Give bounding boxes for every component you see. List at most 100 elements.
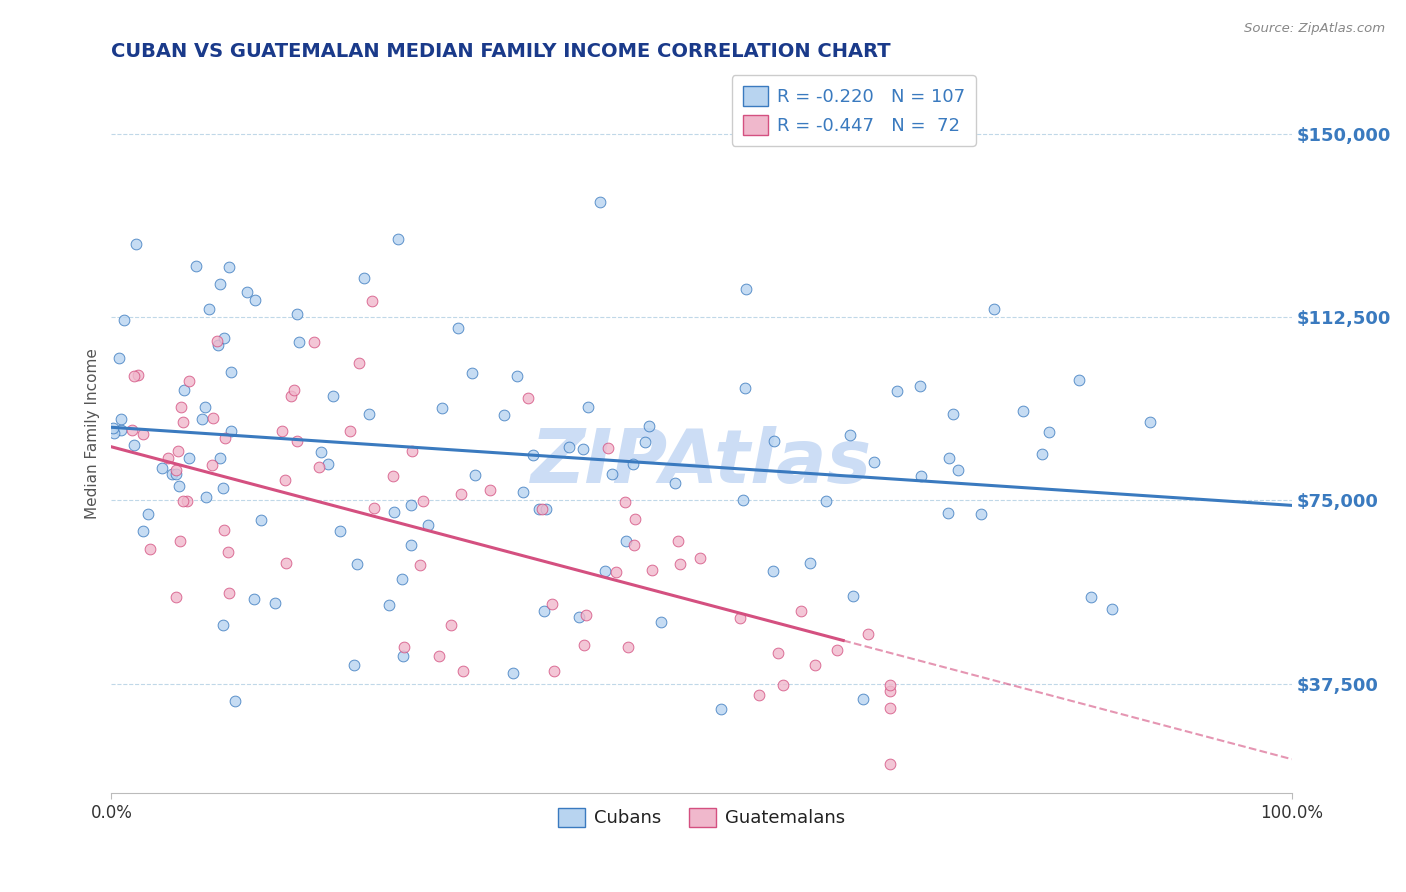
- Point: [122, 369, 145, 384]
- Point: [852, 692, 875, 706]
- Point: [734, 283, 756, 297]
- Point: [172, 416, 194, 430]
- Point: [790, 604, 813, 618]
- Point: [190, 412, 212, 426]
- Point: [132, 524, 155, 539]
- Point: [1038, 425, 1060, 439]
- Point: [803, 657, 825, 672]
- Point: [879, 756, 901, 771]
- Point: [747, 688, 769, 702]
- Point: [558, 440, 581, 454]
- Point: [308, 460, 330, 475]
- Point: [578, 400, 600, 414]
- Point: [506, 369, 529, 384]
- Point: [124, 438, 146, 452]
- Point: [401, 498, 423, 512]
- Point: [762, 564, 785, 578]
- Point: [211, 481, 233, 495]
- Point: [772, 678, 794, 692]
- Text: CUBAN VS GUATEMALAN MEDIAN FAMILY INCOME CORRELATION CHART: CUBAN VS GUATEMALAN MEDIAN FAMILY INCOME…: [111, 42, 891, 61]
- Point: [343, 658, 366, 673]
- Point: [235, 285, 257, 300]
- Point: [280, 389, 302, 403]
- Point: [359, 407, 381, 421]
- Point: [309, 445, 332, 459]
- Point: [440, 617, 463, 632]
- Point: [815, 493, 838, 508]
- Point: [212, 331, 235, 345]
- Point: [638, 418, 661, 433]
- Point: [214, 523, 236, 537]
- Point: [478, 483, 501, 497]
- Point: [799, 556, 821, 570]
- Point: [825, 643, 848, 657]
- Point: [136, 508, 159, 522]
- Point: [167, 479, 190, 493]
- Point: [162, 467, 184, 481]
- Point: [574, 638, 596, 652]
- Point: [112, 313, 135, 327]
- Point: [132, 427, 155, 442]
- Point: [218, 260, 240, 274]
- Point: [347, 356, 370, 370]
- Point: [842, 589, 865, 603]
- Point: [194, 490, 217, 504]
- Point: [381, 469, 404, 483]
- Point: [218, 586, 240, 600]
- Point: [614, 495, 637, 509]
- Point: [361, 293, 384, 308]
- Point: [633, 434, 655, 449]
- Point: [1101, 601, 1123, 615]
- Point: [669, 557, 692, 571]
- Point: [285, 307, 308, 321]
- Point: [1012, 404, 1035, 418]
- Point: [879, 678, 901, 692]
- Point: [427, 649, 450, 664]
- Point: [224, 694, 246, 708]
- Point: [664, 475, 686, 490]
- Point: [533, 604, 555, 618]
- Point: [169, 534, 191, 549]
- Point: [401, 444, 423, 458]
- Point: [886, 384, 908, 398]
- Point: [211, 618, 233, 632]
- Point: [908, 379, 931, 393]
- Point: [165, 467, 187, 482]
- Point: [382, 505, 405, 519]
- Point: [207, 338, 229, 352]
- Point: [316, 457, 339, 471]
- Point: [762, 434, 785, 448]
- Point: [464, 468, 486, 483]
- Point: [346, 557, 368, 571]
- Point: [172, 494, 194, 508]
- Point: [502, 665, 524, 680]
- Point: [214, 431, 236, 445]
- Point: [353, 270, 375, 285]
- Point: [863, 455, 886, 469]
- Point: [432, 401, 454, 415]
- Point: [173, 383, 195, 397]
- Point: [541, 597, 564, 611]
- Point: [543, 664, 565, 678]
- Point: [512, 484, 534, 499]
- Point: [461, 366, 484, 380]
- Point: [304, 335, 326, 350]
- Legend: Cubans, Guatemalans: Cubans, Guatemalans: [551, 800, 852, 835]
- Point: [623, 538, 645, 552]
- Point: [616, 640, 638, 655]
- Point: [283, 384, 305, 398]
- Point: [408, 558, 430, 572]
- Point: [839, 428, 862, 442]
- Point: [641, 562, 664, 576]
- Point: [969, 507, 991, 521]
- Point: [170, 401, 193, 415]
- Point: [110, 412, 132, 426]
- Point: [274, 556, 297, 570]
- Point: [946, 463, 969, 477]
- Point: [103, 425, 125, 440]
- Point: [125, 236, 148, 251]
- Point: [208, 451, 231, 466]
- Point: [263, 596, 285, 610]
- Point: [650, 615, 672, 629]
- Point: [121, 423, 143, 437]
